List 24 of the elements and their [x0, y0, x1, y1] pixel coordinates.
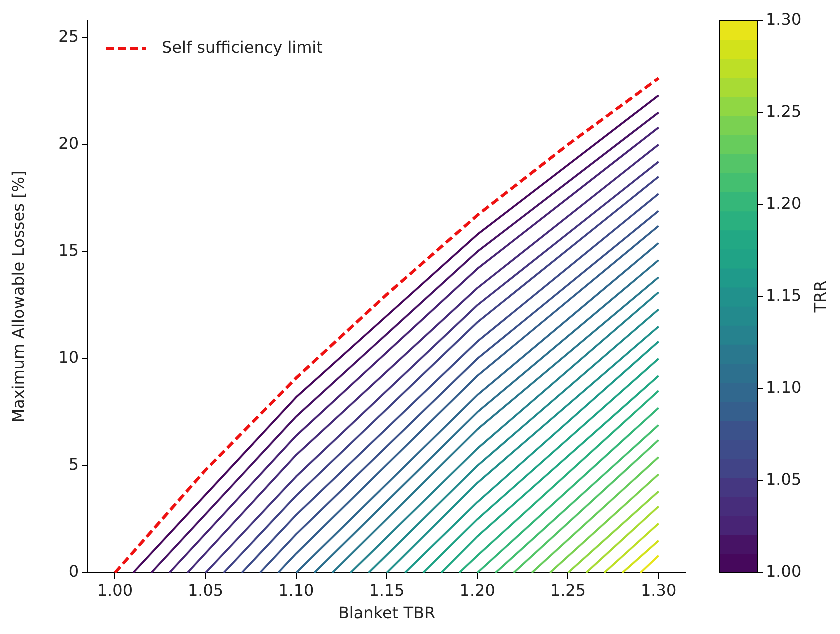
y-tick-label: 25 [58, 26, 79, 46]
y-axis-title: Maximum Allowable Losses [%] [8, 170, 28, 423]
y-tick-label: 5 [68, 455, 79, 474]
color-bar-label: 1.25 [766, 102, 802, 121]
x-tick-label: 1.10 [278, 580, 314, 600]
x-tick-label: 1.05 [188, 580, 224, 600]
x-tick-label: 1.00 [97, 580, 133, 600]
y-tick-label: 20 [58, 134, 79, 153]
x-tick-label: 1.15 [369, 580, 405, 600]
color-bar-label: 1.30 [766, 10, 802, 29]
x-tick-label: 1.25 [550, 580, 586, 600]
color-bar-label: 1.10 [766, 378, 802, 398]
x-axis-title: Blanket TBR [338, 604, 436, 623]
y-tick-label: 0 [68, 562, 79, 582]
x-tick-label: 1.20 [460, 580, 496, 600]
color-bar-label: 1.05 [766, 470, 802, 490]
y-tick-label: 10 [58, 348, 79, 368]
color-bar-label: 1.00 [766, 562, 802, 582]
x-tick-label: 1.30 [641, 580, 677, 600]
color-bar-title: TRR [811, 280, 830, 314]
legend-label: Self sufficiency limit [162, 38, 323, 57]
color-bar-label: 1.20 [766, 194, 802, 213]
color-bar-label: 1.15 [766, 286, 802, 305]
y-tick-label: 15 [58, 240, 79, 260]
